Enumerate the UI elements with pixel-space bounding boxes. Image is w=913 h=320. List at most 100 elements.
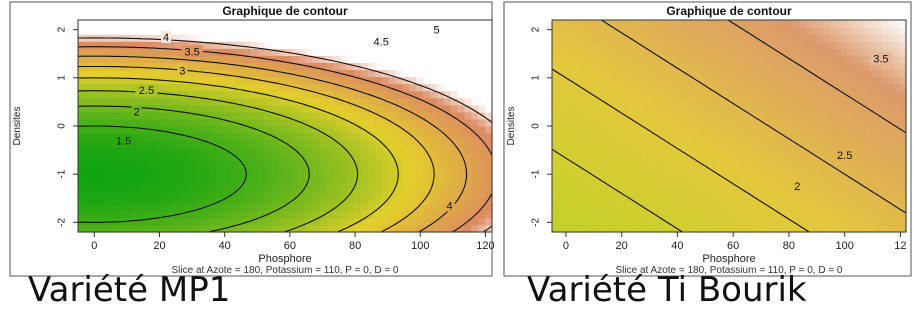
heatmap-cell bbox=[693, 48, 701, 56]
heatmap-cell bbox=[835, 27, 842, 35]
heatmap-cell bbox=[699, 118, 706, 127]
heatmap-cell bbox=[587, 55, 594, 63]
heatmap-cell bbox=[557, 76, 565, 85]
heatmap-cell bbox=[835, 133, 842, 141]
heatmap-cell bbox=[628, 20, 636, 28]
heatmap-cell bbox=[347, 90, 355, 99]
heatmap-cell bbox=[740, 154, 748, 162]
heatmap-cell bbox=[563, 203, 571, 212]
heatmap-cell bbox=[705, 147, 712, 155]
heatmap-cell bbox=[581, 69, 588, 78]
heatmap-cell bbox=[91, 90, 100, 99]
heatmap-cell bbox=[693, 189, 701, 198]
heatmap-cell bbox=[829, 55, 836, 63]
heatmap-cell bbox=[729, 217, 736, 226]
heatmap-cell bbox=[870, 217, 878, 226]
heatmap-cell bbox=[894, 161, 901, 169]
heatmap-cell bbox=[147, 97, 155, 106]
heatmap-cell bbox=[271, 118, 279, 127]
heatmap-cell bbox=[587, 111, 594, 120]
heatmap-cell bbox=[622, 55, 630, 63]
heatmap-cell bbox=[436, 83, 445, 92]
heatmap-cell bbox=[569, 126, 577, 134]
heatmap-cell bbox=[333, 118, 341, 127]
heatmap-cell bbox=[640, 69, 647, 78]
heatmap-cell bbox=[319, 175, 327, 184]
heatmap-cell bbox=[133, 140, 141, 148]
x-tick-label: 0 bbox=[91, 240, 97, 252]
heatmap-cell bbox=[188, 217, 196, 226]
heatmap-cell bbox=[734, 147, 742, 155]
heatmap-cell bbox=[471, 48, 479, 56]
heatmap-cell bbox=[675, 175, 683, 184]
heatmap-cell bbox=[687, 203, 695, 212]
heatmap-cell bbox=[112, 69, 120, 78]
heatmap-cell bbox=[485, 90, 493, 99]
heatmap-cell bbox=[888, 118, 895, 127]
heatmap-cell bbox=[464, 168, 472, 177]
heatmap-cell bbox=[752, 111, 760, 120]
heatmap-cell bbox=[443, 210, 452, 219]
heatmap-cell bbox=[740, 48, 748, 56]
heatmap-cell bbox=[360, 83, 369, 92]
heatmap-cell bbox=[354, 147, 362, 155]
heatmap-cell bbox=[634, 140, 642, 148]
heatmap-cell bbox=[788, 111, 795, 120]
heatmap-cell bbox=[436, 140, 445, 148]
heatmap-cell bbox=[782, 111, 789, 120]
heatmap-cell bbox=[693, 20, 701, 28]
heatmap-cell bbox=[664, 76, 671, 85]
heatmap-cell bbox=[423, 189, 431, 198]
heatmap-cell bbox=[835, 210, 842, 219]
heatmap-cell bbox=[291, 217, 300, 226]
heatmap-cell bbox=[423, 69, 431, 78]
heatmap-cell bbox=[250, 41, 258, 49]
heatmap-cell bbox=[793, 27, 801, 35]
heatmap-cell bbox=[675, 154, 683, 162]
heatmap-cell bbox=[271, 69, 279, 78]
heatmap-cell bbox=[675, 69, 683, 78]
heatmap-cell bbox=[298, 97, 307, 106]
heatmap-cell bbox=[291, 90, 300, 99]
heatmap-cell bbox=[216, 168, 224, 177]
heatmap-cell bbox=[285, 34, 293, 42]
heatmap-cell bbox=[478, 27, 486, 35]
heatmap-cell bbox=[652, 27, 659, 35]
heatmap-cell bbox=[729, 154, 736, 162]
heatmap-cell bbox=[599, 62, 606, 71]
heatmap-cell bbox=[305, 224, 314, 233]
heatmap-cell bbox=[799, 210, 807, 219]
heatmap-cell bbox=[876, 147, 883, 155]
heatmap-cell bbox=[569, 182, 577, 191]
heatmap-cell bbox=[717, 210, 724, 219]
heatmap-cell bbox=[436, 48, 445, 56]
contour-line-4 bbox=[77, 55, 468, 233]
heatmap-cell bbox=[478, 55, 486, 63]
heatmap-cell bbox=[374, 203, 383, 212]
heatmap-cell bbox=[888, 76, 895, 85]
heatmap-cell bbox=[852, 20, 860, 28]
heatmap-cell bbox=[864, 126, 872, 134]
heatmap-cell bbox=[717, 126, 724, 134]
heatmap-cell bbox=[388, 90, 396, 99]
heatmap-cell bbox=[605, 154, 612, 162]
heatmap-cell bbox=[563, 147, 571, 155]
heatmap-cell bbox=[835, 111, 842, 120]
heatmap-cell bbox=[811, 76, 819, 85]
heatmap-cell bbox=[209, 41, 217, 49]
heatmap-cell bbox=[764, 161, 771, 169]
heatmap-cell bbox=[711, 111, 718, 120]
heatmap-cell bbox=[622, 90, 630, 99]
heatmap-cell bbox=[423, 210, 431, 219]
heatmap-cell bbox=[278, 34, 286, 42]
heatmap-cell bbox=[557, 62, 565, 71]
heatmap-cell bbox=[587, 189, 594, 198]
heatmap-cell bbox=[563, 27, 571, 35]
heatmap-cell bbox=[670, 210, 677, 219]
heatmap-cell bbox=[717, 175, 724, 184]
heatmap-cell bbox=[646, 76, 653, 85]
heatmap-cell bbox=[770, 217, 777, 226]
heatmap-cell bbox=[723, 168, 730, 177]
heatmap-cell bbox=[209, 210, 217, 219]
heatmap-cell bbox=[894, 55, 901, 63]
